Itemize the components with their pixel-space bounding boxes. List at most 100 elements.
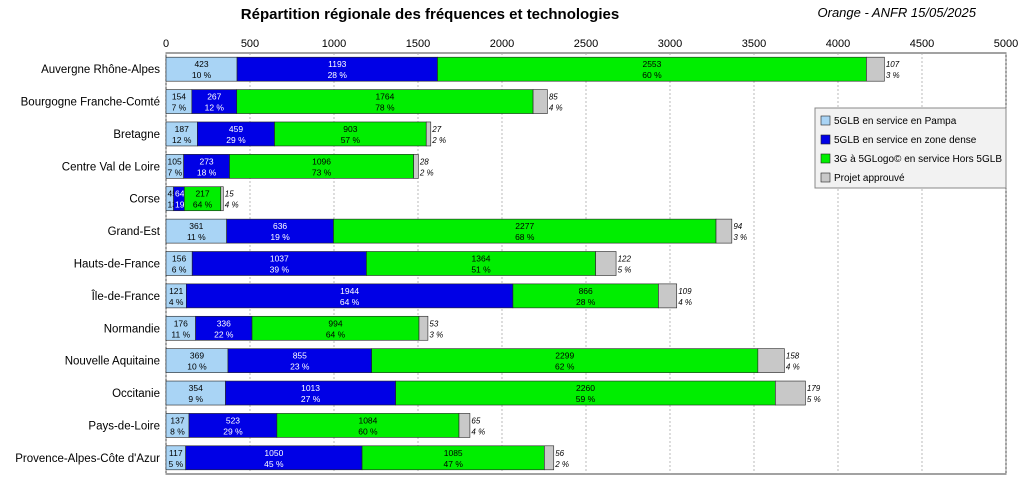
x-tick-label: 3500 [742,38,766,50]
bar-percent-label: 4 % [471,427,485,436]
bar-value-label: 154 [172,92,186,102]
x-tick-label: 2500 [574,38,598,50]
bar-percent-label: 5 % [807,395,821,404]
bar-percent-label: 28 % [328,70,348,80]
bar-value-label: 217 [195,189,209,199]
bar-percent-label: 28 % [576,297,596,307]
bar-value-label: 109 [678,287,692,296]
legend-label: 3G à 5GLogo© en service Hors 5GLB [834,154,1002,165]
bar-segment [658,283,678,309]
bar-segment [195,315,253,341]
bar-segment [226,218,334,244]
bar-percent-label: 2 % [419,168,434,177]
bar-value-label: 1764 [375,92,394,102]
category-label: Auvergne Rhône-Alpes [41,64,160,76]
bar-value-label: 1096 [312,156,331,166]
bar-percent-label: 19 % [270,232,290,242]
bar-percent-label: 4 % [225,201,239,210]
bar-segment [165,380,226,406]
bar-segment [165,315,196,341]
bar-segment [276,413,460,438]
bar-percent-label: 12 % [205,103,225,113]
bar-percent-label: 64 % [193,200,213,210]
bar-value-label: 107 [886,60,900,69]
bar-segment [395,380,776,406]
category-label: Centre Val de Loire [62,161,160,173]
bar-percent-label: 2 % [554,460,569,469]
bar-segment [165,348,229,373]
bar-value-label: 156 [172,254,186,264]
bar-percent-label: 68 % [515,232,535,242]
bar-segment [532,89,548,114]
legend-swatch [820,134,831,145]
bar-value-label: 56 [555,449,564,458]
category-label: Nouvelle Aquitaine [65,356,160,368]
bar-segment [425,121,432,147]
bar-percent-label: 27 % [301,394,321,404]
bar-percent-label: 29 % [226,135,246,145]
x-tick-label: 4000 [826,38,850,50]
bar-percent-label: 5 % [168,459,183,469]
bar-value-label: 1084 [358,415,377,425]
bar-value-label: 85 [549,93,558,102]
bar-segment [757,348,785,373]
category-labels: Auvergne Rhône-Alpes Bourgogne Franche-Co… [15,64,161,465]
bar-value-label: 64 [175,189,185,199]
category-label: Provence-Alpes-Côte d'Azur [15,453,160,465]
bar-percent-label: 64 % [326,329,346,339]
bar-segment [165,56,238,82]
bar-value-label: 903 [343,124,357,134]
bar-value-label: 121 [169,286,183,296]
bar-value-label: 336 [217,318,231,328]
bar-percent-label: 47 % [444,459,464,469]
bar-percent-label: 60 % [358,426,378,436]
x-tick-label: 3000 [658,38,682,50]
bar-segment [775,380,806,406]
bar-segment [197,121,275,147]
bar-segment [236,56,438,82]
legend-label: 5GLB en service en Pampa [834,116,957,127]
bar-segment [229,154,414,179]
bar-percent-label: 18 % [197,167,217,177]
category-label: Occitanie [112,388,160,400]
bar-value-label: 65 [471,416,480,425]
legend-swatch [820,172,831,183]
bar-value-label: 1193 [328,59,347,69]
bar-percent-label: 9 % [188,394,203,404]
bar-value-label: 105 [168,156,182,166]
bar-percent-label: 4 % [678,298,692,307]
bar-percent-label: 78 % [375,103,395,113]
bar-value-label: 117 [169,448,183,458]
x-tick-label: 1000 [322,38,346,50]
bar-segment [191,251,367,276]
bar-value-label: 45 [168,189,178,199]
bar-segment [361,445,545,471]
bar-value-label: 459 [229,124,243,134]
bar-percent-label: 23 % [290,362,310,372]
bar-value-label: 369 [190,351,204,361]
bar-value-label: 1364 [472,254,491,264]
bar-percent-label: 51 % [471,265,491,275]
x-tick-label: 4500 [910,38,934,50]
bar-segment [191,89,238,114]
legend-box [814,107,1007,189]
bar-value-label: 423 [194,59,208,69]
category-label: Pays-de-Loire [88,420,160,432]
category-label: Hauts-de-France [74,259,160,271]
category-label: Grand-Est [108,226,161,238]
bar-percent-label: 3 % [886,71,900,80]
bar-segment [458,413,471,438]
bar-segment [186,283,514,309]
bar-value-label: 179 [807,384,821,393]
bar-value-label: 1085 [444,448,463,458]
bar-value-label: 2553 [642,59,661,69]
bar-value-label: 994 [328,318,342,328]
bar-percent-label: 11 % [171,329,190,339]
bar-percent-label: 60 % [642,70,662,80]
bar-percent-label: 7 % [168,167,183,177]
bar-percent-label: 11 % [187,232,206,242]
bar-segment [413,154,419,179]
bar-value-label: 176 [174,318,188,328]
